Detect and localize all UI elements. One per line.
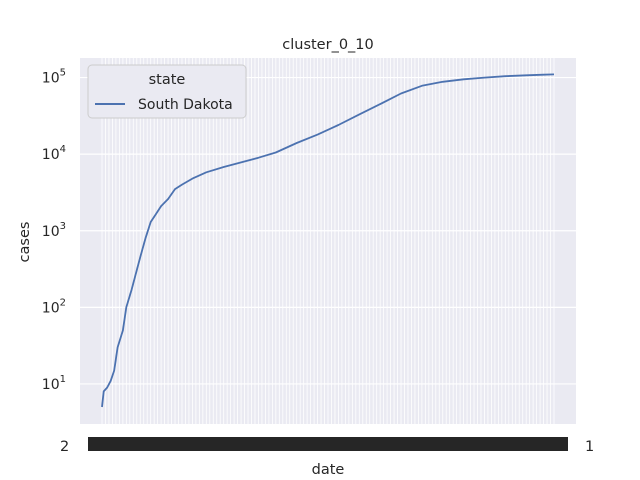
y-gridlines: [80, 76, 576, 385]
x-gridlines: [101, 58, 555, 424]
legend-box: [87, 64, 247, 119]
y-axis-label: cases: [17, 222, 33, 263]
y-tick-label: 104: [42, 144, 66, 163]
x-tick-label-last: 1: [585, 439, 594, 455]
chart-title: cluster_0_10: [282, 37, 374, 53]
legend: state South Dakota: [87, 64, 247, 119]
y-tick-label: 101: [42, 374, 66, 393]
x-tick-label: [540, 437, 568, 451]
series-line-south-dakota: [101, 73, 555, 408]
x-axis-label: date: [312, 462, 345, 478]
legend-label-south-dakota: South Dakota: [138, 97, 233, 113]
y-tick-label: 102: [42, 297, 66, 316]
y-tick-labels: 101 102 103 104 105: [42, 68, 66, 393]
series-lines: [101, 73, 555, 408]
y-tick-label: 103: [42, 221, 66, 240]
x-tick-label-first: 2: [60, 439, 69, 455]
y-tick-label: 105: [42, 68, 66, 87]
legend-title: state: [149, 72, 186, 88]
